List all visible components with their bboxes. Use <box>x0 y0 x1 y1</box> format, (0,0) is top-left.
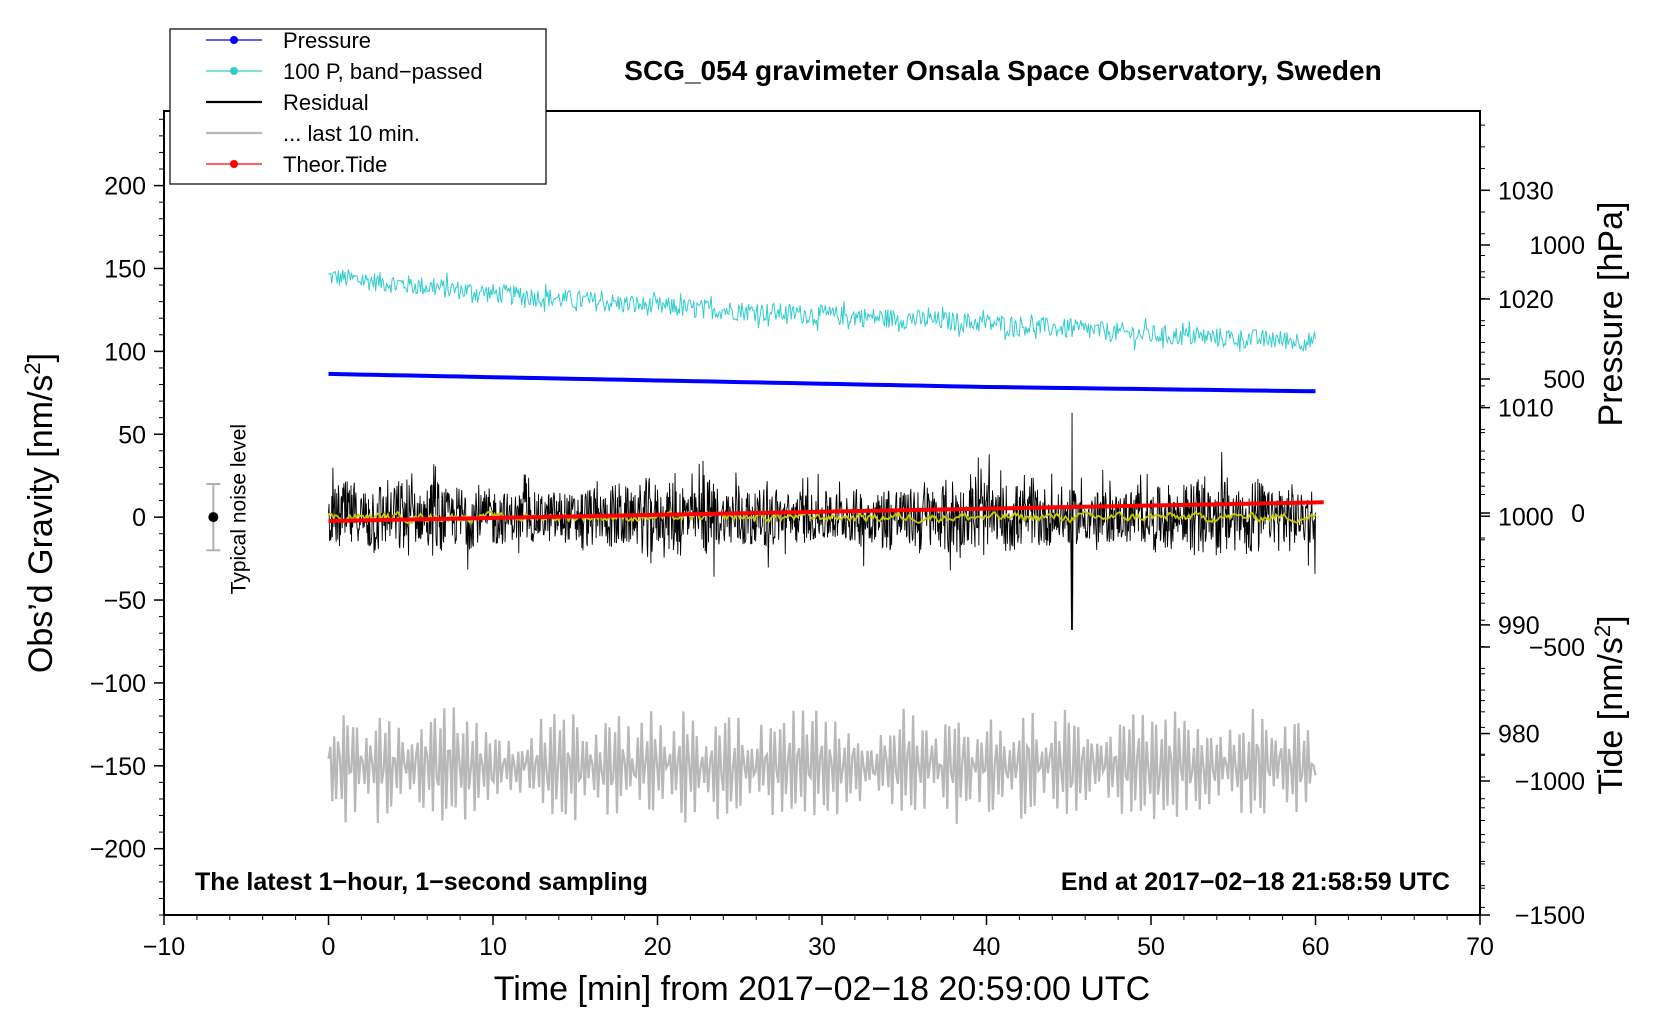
legend-label: Pressure <box>283 28 371 53</box>
sampling-note: The latest 1−hour, 1−second sampling <box>195 868 648 896</box>
series-layer <box>327 269 1324 824</box>
legend-label: Theor.Tide <box>283 152 387 177</box>
x-tick-label: 60 <box>1302 933 1330 961</box>
tide-axis-label-end: ] <box>1592 615 1630 624</box>
legend-box <box>169 28 547 185</box>
series-pressure-bandpassed <box>328 269 1316 352</box>
legend-marker <box>230 160 238 168</box>
noise-indicator: Typical noise level <box>206 424 250 594</box>
series-theoretical-tide <box>328 500 1324 524</box>
x-tick-label: 50 <box>1137 933 1165 961</box>
end-time-note: End at 2017−02−18 21:58:59 UTC <box>1061 868 1450 896</box>
tide-tick-label: −1500 <box>1515 902 1585 930</box>
legend-label: Residual <box>283 90 369 115</box>
pressure-axis-label: Pressure [hPa] <box>1592 202 1630 427</box>
x-tick-label: 20 <box>644 933 672 961</box>
tide-axis-label-main: Tide [nm/s <box>1592 637 1630 794</box>
right-pressure-axis: 1030 1020 1010 1000 990 980 <box>1480 124 1554 908</box>
x-tick-label: 70 <box>1466 933 1494 961</box>
x-tick-label: 40 <box>973 933 1001 961</box>
series-residual <box>328 412 1316 630</box>
noise-dot <box>208 512 219 523</box>
y-tick-label: −100 <box>90 670 146 698</box>
tide-tick-label: −1000 <box>1515 768 1585 796</box>
y-tick-label: 150 <box>104 255 146 283</box>
x-axis: −10 0 10 20 30 40 50 60 70 <box>143 915 1494 961</box>
chart-title: SCG_054 gravimeter Onsala Space Observat… <box>624 55 1381 86</box>
y-tick-label: −150 <box>90 753 146 781</box>
x-tick-label: −10 <box>143 933 185 961</box>
tide-tick-label: −500 <box>1529 634 1585 662</box>
y-tick-label: 0 <box>132 504 146 532</box>
y-tick-label: 50 <box>118 421 146 449</box>
y-tick-label: −50 <box>104 587 146 615</box>
tide-tick-label: 0 <box>1571 500 1585 528</box>
pressure-tick-label: 1020 <box>1498 286 1554 314</box>
pressure-tick-label: 990 <box>1498 612 1540 640</box>
legend-label: ... last 10 min. <box>283 121 420 146</box>
left-axis-label-sup: 2 <box>20 362 45 374</box>
tide-tick-label: 1000 <box>1529 232 1585 260</box>
x-tick-label: 10 <box>479 933 507 961</box>
tide-axis-label-sup: 2 <box>1590 625 1615 637</box>
x-axis-label: Time [min] from 2017−02−18 20:59:00 UTC <box>494 970 1150 1008</box>
pressure-tick-label: 1000 <box>1498 503 1554 531</box>
tide-axis-label: Tide [nm/s2] <box>1590 615 1631 794</box>
tide-tick-label: 500 <box>1543 366 1585 394</box>
noise-label: Typical noise level <box>227 424 250 594</box>
x-tick-label: 0 <box>322 933 336 961</box>
left-axis-label-main: Obs’d Gravity [nm/s <box>22 375 60 674</box>
y-tick-label: 200 <box>104 173 146 201</box>
right-tide-axis: 1000 500 0 −500 −1000 −1500 <box>1480 232 1585 930</box>
pressure-tick-label: 1010 <box>1498 395 1554 423</box>
legend: Pressure 100 P, band−passed Residual ... la… <box>169 28 547 185</box>
x-tick-label: 30 <box>808 933 836 961</box>
pressure-tick-label: 1030 <box>1498 177 1554 205</box>
series-last-10-min <box>327 707 1317 824</box>
left-gravity-axis: 200 150 100 50 0 −50 −100 −150 −200 <box>90 118 164 916</box>
left-axis-label-end: ] <box>22 353 60 362</box>
legend-marker <box>230 67 238 75</box>
y-tick-label: −200 <box>90 836 146 864</box>
pressure-tick-label: 980 <box>1498 721 1540 749</box>
legend-label: 100 P, band−passed <box>283 59 483 84</box>
y-tick-label: 100 <box>104 338 146 366</box>
left-axis-label: Obs’d Gravity [nm/s2] <box>20 353 61 673</box>
legend-marker <box>230 36 238 44</box>
series-pressure <box>328 371 1316 394</box>
